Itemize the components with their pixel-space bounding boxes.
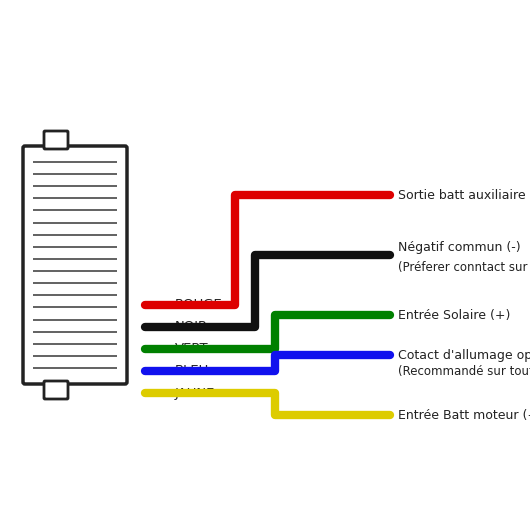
- Text: Entrée Batt moteur (+): Entrée Batt moteur (+): [398, 409, 530, 421]
- FancyBboxPatch shape: [23, 146, 127, 384]
- Text: VERT: VERT: [175, 342, 209, 356]
- Text: (Préferer conntact sur négatif batt moteur): (Préferer conntact sur négatif batt mote…: [398, 261, 530, 275]
- Text: Cotact d'allumage optionnel (+APC): Cotact d'allumage optionnel (+APC): [398, 349, 530, 361]
- Text: Sortie batt auxiliaire  (+): Sortie batt auxiliaire (+): [398, 189, 530, 201]
- Text: BLEU: BLEU: [175, 365, 209, 377]
- FancyBboxPatch shape: [44, 131, 68, 149]
- FancyBboxPatch shape: [44, 381, 68, 399]
- Text: Négatif commun (-): Négatif commun (-): [398, 242, 520, 254]
- Text: Entrée Solaire (+): Entrée Solaire (+): [398, 308, 510, 322]
- Text: NOIR: NOIR: [175, 321, 208, 333]
- Text: ROUGE: ROUGE: [175, 298, 223, 312]
- Text: JAUNE: JAUNE: [175, 386, 215, 400]
- Text: (Recommandé sur tout montage + EURO6): (Recommandé sur tout montage + EURO6): [398, 366, 530, 378]
